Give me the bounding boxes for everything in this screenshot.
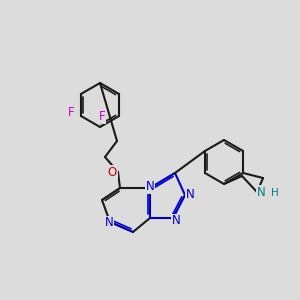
Text: N: N	[105, 217, 113, 230]
Text: N: N	[256, 185, 266, 199]
Text: O: O	[107, 166, 117, 178]
Text: F: F	[99, 110, 105, 124]
Text: F: F	[68, 106, 74, 119]
Text: N: N	[186, 188, 194, 202]
Text: N: N	[146, 181, 154, 194]
Text: N: N	[172, 214, 180, 227]
Text: H: H	[271, 188, 279, 198]
